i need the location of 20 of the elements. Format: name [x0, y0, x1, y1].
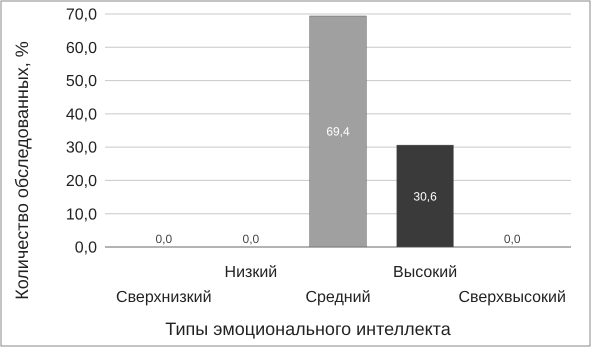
- data-label: 30,6: [413, 189, 438, 204]
- y-tick-label: 0,0: [74, 240, 98, 257]
- y-tick-label: 30,0: [66, 140, 98, 157]
- y-tick-label: 10,0: [66, 206, 98, 224]
- data-label: 0,0: [155, 232, 172, 246]
- x-tick-label: Сверхвысокий: [458, 289, 566, 306]
- x-axis-title: Типы эмоционального интеллекта: [165, 319, 452, 339]
- y-tick-label: 20,0: [66, 173, 98, 190]
- data-label: 0,0: [504, 232, 521, 246]
- data-label: 0,0: [242, 232, 260, 246]
- y-tick-label: 60,0: [66, 40, 98, 57]
- x-tick-label: Средний: [305, 289, 371, 306]
- y-tick-label: 50,0: [66, 73, 98, 90]
- y-tick-label: 70,0: [66, 6, 98, 24]
- data-label: 69,4: [326, 124, 350, 139]
- y-tick-label: 40,0: [66, 106, 98, 124]
- x-tick-label: Низкий: [224, 264, 278, 281]
- y-axis-title: Количество обследованных, %: [12, 41, 32, 300]
- x-tick-label: Сверхнизкий: [116, 289, 212, 306]
- x-tick-label: Высокий: [393, 264, 458, 281]
